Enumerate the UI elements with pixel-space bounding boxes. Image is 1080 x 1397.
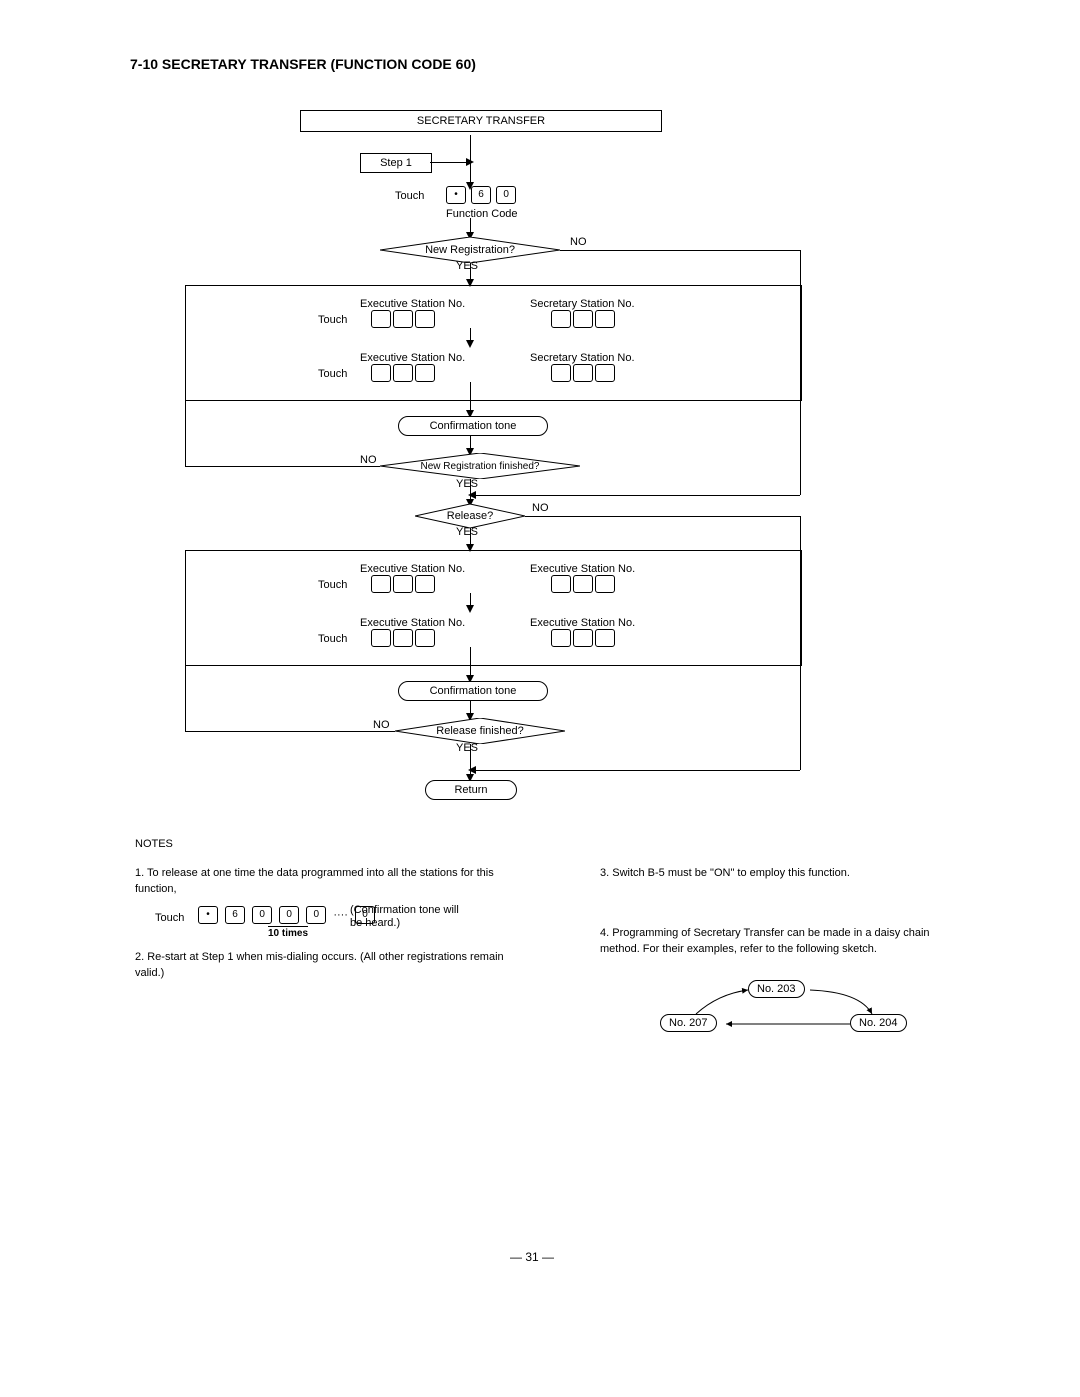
flow-line — [185, 342, 186, 466]
key-0-icon — [279, 906, 299, 924]
flow-line — [470, 162, 471, 184]
flow-touch-label: Touch — [318, 368, 347, 380]
flow-input-keys — [550, 364, 616, 382]
flow-input-keys — [370, 629, 436, 647]
key-0-icon — [496, 186, 516, 204]
flow-touch-label: Touch — [395, 190, 424, 202]
flow-line — [470, 647, 471, 677]
note-1: 1. To release at one time the data progr… — [135, 866, 535, 898]
flow-touch-label: Touch — [318, 579, 347, 591]
flow-step1: Step 1 — [360, 153, 432, 173]
note-4-sketch: No. 203 No. 204 No. 207 — [640, 980, 940, 1060]
flow-yes-label: YES — [456, 526, 478, 538]
note-1-confirmation: (Confirmation tone will be heard.) — [350, 904, 470, 930]
flow-confirmation-pill: Confirmation tone — [398, 681, 548, 701]
flow-input-keys — [550, 310, 616, 328]
key-6-icon — [471, 186, 491, 204]
flow-decision-release-finished: Release finished? — [395, 718, 565, 744]
flow-confirmation-pill: Confirmation tone — [398, 416, 548, 436]
flow-input-keys — [370, 310, 436, 328]
flow-line — [472, 495, 800, 496]
flow-no-label: NO — [360, 454, 377, 466]
notes-heading: NOTES — [135, 838, 173, 850]
flow-line — [185, 607, 186, 731]
flow-yes-label: YES — [456, 260, 478, 272]
flow-touch-label: Touch — [318, 633, 347, 645]
flow-secy-label: Secretary Station No. — [530, 352, 635, 364]
flow-function-code-label: Function Code — [446, 208, 518, 220]
flow-line — [430, 162, 470, 163]
flow-function-code-keys — [445, 186, 517, 204]
flow-line — [470, 479, 471, 501]
page-number: — 31 — — [510, 1250, 554, 1264]
flow-input-keys — [370, 364, 436, 382]
note-2: 2. Re-start at Step 1 when mis-dialing o… — [135, 950, 535, 982]
flow-line — [525, 516, 800, 517]
flow-yes-label: YES — [456, 742, 478, 754]
note-1-tentimes: 10 times — [245, 926, 331, 939]
note-1-touch-label: Touch — [155, 912, 184, 924]
key-asterisk-icon — [446, 186, 466, 204]
flow-input-keys — [550, 575, 616, 593]
flow-yes-label: YES — [456, 478, 478, 490]
flow-line — [185, 466, 380, 467]
flow-exec-label: Executive Station No. — [360, 563, 465, 575]
flow-line — [560, 250, 800, 251]
flow-line — [185, 731, 395, 732]
flow-decision-release: Release? — [415, 504, 525, 528]
flow-no-label: NO — [373, 719, 390, 731]
flow-exec-label: Executive Station No. — [530, 617, 635, 629]
flow-line — [472, 770, 800, 771]
flow-exec-label: Executive Station No. — [360, 298, 465, 310]
flow-decision-new-reg-finished: New Registration finished? — [380, 453, 580, 479]
flow-input-keys — [550, 629, 616, 647]
flow-no-label: NO — [532, 502, 549, 514]
flow-title-box: SECRETARY TRANSFER — [300, 110, 662, 132]
sketch-arrows — [640, 980, 940, 1060]
page: 7-10 SECRETARY TRANSFER (FUNCTION CODE 6… — [0, 0, 1080, 1397]
arrow-icon — [466, 605, 474, 613]
flow-exec-label: Executive Station No. — [360, 617, 465, 629]
flow-return-pill: Return — [425, 780, 517, 800]
key-6-icon — [225, 906, 245, 924]
flow-exec-label: Executive Station No. — [360, 352, 465, 364]
flow-secy-label: Secretary Station No. — [530, 298, 635, 310]
key-0-icon — [252, 906, 272, 924]
note-4: 4. Programming of Secretary Transfer can… — [600, 926, 970, 958]
flow-touch-label: Touch — [318, 314, 347, 326]
note-3: 3. Switch B-5 must be "ON" to employ thi… — [600, 866, 960, 882]
flow-line — [470, 382, 471, 412]
flow-no-label: NO — [570, 236, 587, 248]
flow-exec-label: Executive Station No. — [530, 563, 635, 575]
flow-input-keys — [370, 575, 436, 593]
arrow-icon — [466, 340, 474, 348]
flow-loopbox-registration — [185, 285, 802, 401]
flow-line — [470, 744, 471, 776]
key-asterisk-icon — [198, 906, 218, 924]
page-title: 7-10 SECRETARY TRANSFER (FUNCTION CODE 6… — [130, 56, 476, 72]
key-0-icon — [306, 906, 326, 924]
flow-loopbox-release — [185, 550, 802, 666]
